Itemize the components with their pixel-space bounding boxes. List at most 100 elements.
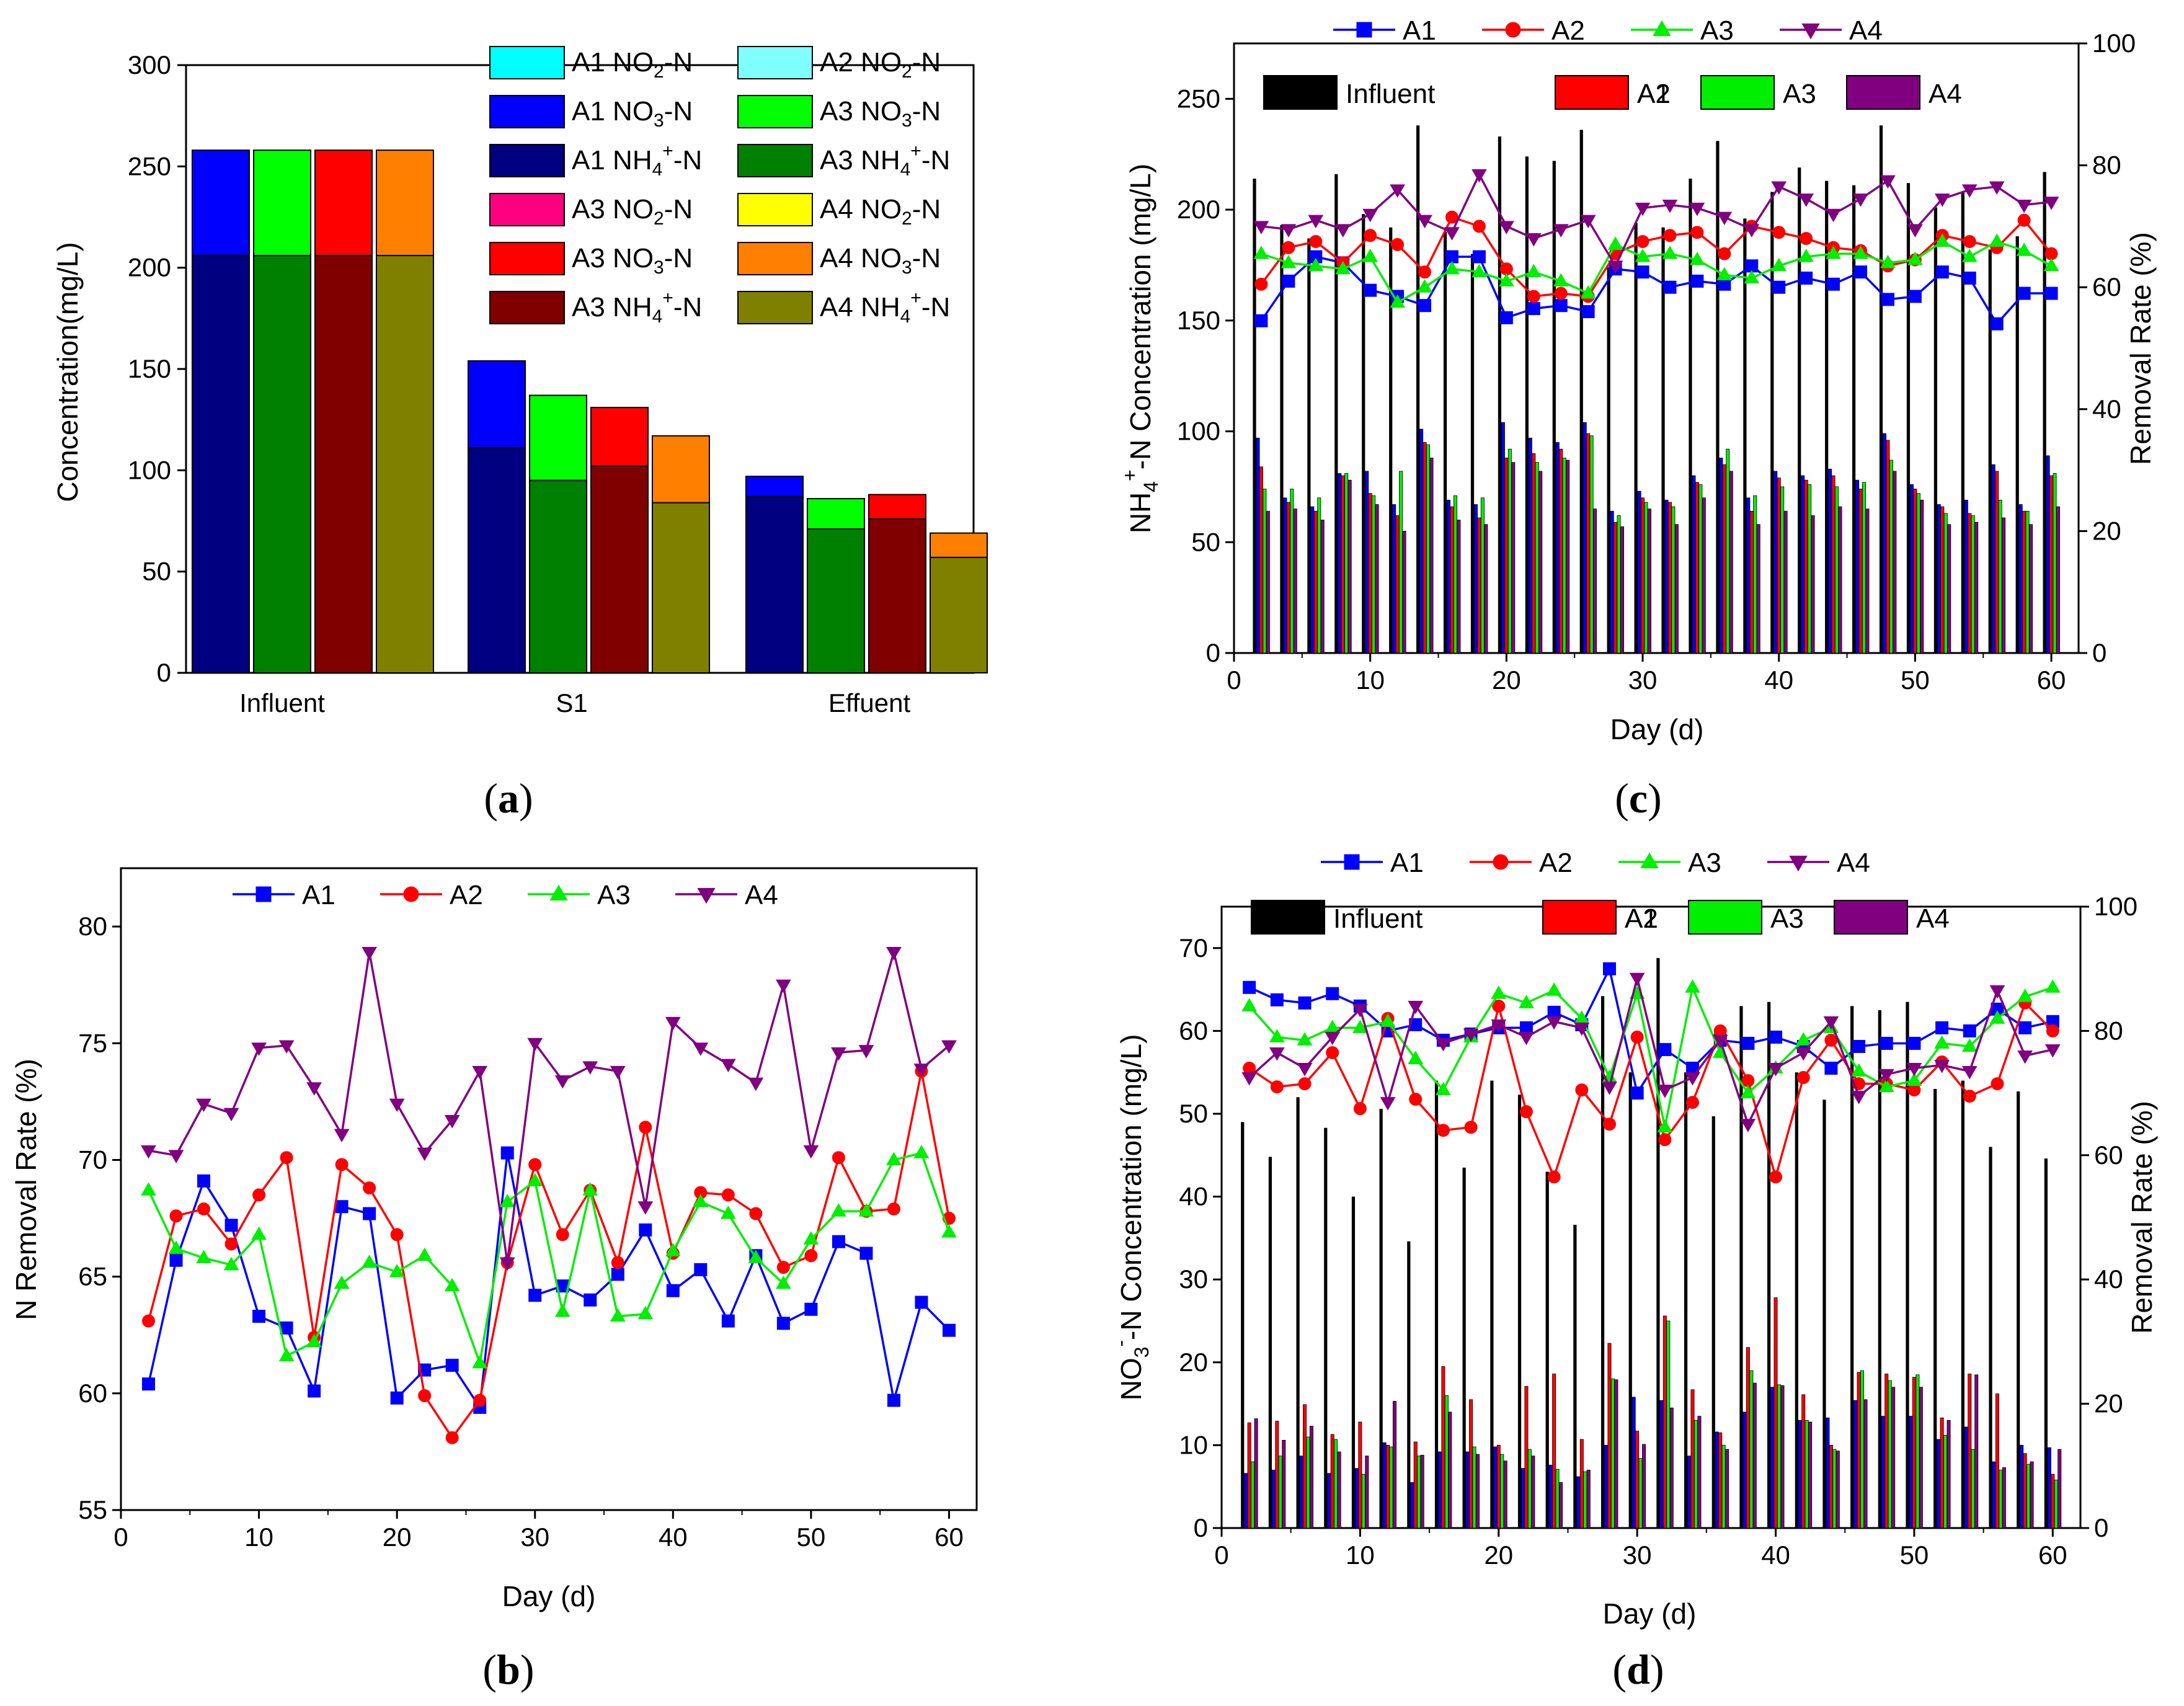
bar-A1 — [1909, 484, 1914, 654]
bar-A3 — [1777, 1384, 1782, 1529]
bar-Influent — [1416, 125, 1420, 653]
data-point-A3 — [610, 1308, 626, 1322]
bar-Influent — [1795, 1072, 1798, 1528]
legend-label: A4 — [1916, 904, 1950, 934]
series-line-A2 — [147, 1071, 951, 1440]
bar-A1 — [1299, 1455, 1303, 1529]
y-tick-label: 50 — [1179, 1099, 1208, 1128]
data-point-A1 — [1630, 1086, 1644, 1100]
legend-swatch — [489, 95, 565, 128]
bar-A3 — [1444, 1395, 1449, 1529]
bar-A1 — [1937, 1439, 1941, 1529]
data-point-A3 — [858, 1203, 874, 1217]
data-point-A3 — [1853, 246, 1868, 259]
data-point-A1 — [2018, 1021, 2032, 1034]
y-tick-label: 0 — [1206, 638, 1220, 667]
bar-A3 — [1589, 435, 1594, 654]
bar-A3 — [1916, 493, 1920, 654]
bar-Influent — [1324, 1127, 1328, 1528]
data-point-A4 — [389, 1098, 405, 1113]
bar-Influent — [1634, 223, 1638, 653]
bar-A3 — [1344, 473, 1349, 654]
bar-Influent — [1906, 183, 1911, 653]
bar-A2 — [1496, 1444, 1501, 1529]
data-point-A1 — [1772, 280, 1786, 294]
bar-A4 — [1974, 522, 1979, 654]
bar-A3 — [1417, 1455, 1421, 1529]
data-point-A3 — [1771, 257, 1787, 272]
bar-A4 — [1375, 504, 1379, 654]
legend-label: A1 — [1403, 16, 1436, 46]
data-point-A3 — [1795, 1032, 1811, 1046]
y-tick-label: 250 — [1177, 84, 1220, 113]
data-point-A4 — [278, 1040, 295, 1054]
bar-A4 — [1697, 1416, 1702, 1529]
bar-Influent — [1767, 1002, 1771, 1528]
series-line-A2 — [1248, 1001, 2054, 1181]
data-point-A1 — [666, 1284, 680, 1297]
bar-A1 — [1410, 1482, 1414, 1529]
legend-marker — [1505, 22, 1521, 38]
legend-label: A2 — [1551, 16, 1585, 46]
data-point-A1 — [1636, 265, 1649, 279]
y-right-tick-label: 60 — [2094, 1140, 2123, 1170]
x-tick-label: 0 — [1214, 1540, 1228, 1570]
data-point-A3 — [2044, 979, 2061, 993]
bar-A2 — [1341, 475, 1345, 654]
data-point-A1 — [1270, 993, 1284, 1006]
bar-Influent — [1573, 1225, 1577, 1528]
bar-A1 — [1338, 473, 1342, 654]
bar-A3 — [1862, 482, 1866, 654]
bar-Influent — [1351, 1196, 1356, 1528]
legend-swatch — [1688, 900, 1762, 935]
y-right-tick-label: 40 — [2094, 1264, 2123, 1294]
data-point-A1 — [1418, 299, 1432, 313]
bar-A1 — [1909, 1416, 1913, 1529]
bar-A4 — [1642, 1444, 1646, 1529]
legend-label: A3 NO3-N — [820, 96, 941, 131]
data-point-A1 — [1824, 1062, 1838, 1075]
legend-label: A3 NO3-N — [572, 243, 693, 278]
bar-Influent — [2015, 236, 2019, 653]
bar-nh4 — [468, 447, 526, 674]
bar-A1 — [1365, 471, 1369, 654]
data-point-A3 — [1961, 249, 1978, 262]
bar-A1 — [1742, 1411, 1747, 1529]
data-point-A4 — [1607, 260, 1623, 274]
legend-marker — [549, 884, 568, 901]
panel-label-a: (a) — [484, 775, 533, 822]
data-point-A1 — [252, 1310, 266, 1323]
bar-Influent — [1711, 1116, 1715, 1528]
data-point-A1 — [1990, 317, 2004, 331]
legend-swatch — [1555, 75, 1629, 110]
bar-A1 — [1548, 1465, 1553, 1529]
bar-A3 — [1943, 1434, 1948, 1529]
data-point-A3 — [417, 1247, 433, 1261]
data-point-A4 — [1907, 224, 1923, 238]
data-point-A3 — [2017, 989, 2033, 1002]
bar-A3 — [1644, 502, 1648, 654]
y-axis-label-a: Concentration(mg/L) — [51, 242, 84, 502]
x-category-label: S1 — [556, 688, 587, 717]
data-point-A2 — [1309, 234, 1323, 248]
data-point-A2 — [1326, 1046, 1339, 1059]
data-point-A2 — [1963, 234, 1976, 248]
data-point-A4 — [1491, 1019, 1507, 1033]
data-point-A2 — [1527, 290, 1540, 303]
data-point-A1 — [363, 1207, 376, 1220]
data-point-A4 — [1771, 181, 1787, 195]
data-point-A4 — [362, 946, 378, 961]
bar-Influent — [1552, 161, 1556, 653]
bar-A3 — [1860, 1370, 1865, 1529]
legend-marker — [1653, 20, 1671, 37]
data-point-A2 — [1690, 226, 1704, 239]
bar-A3 — [1638, 1458, 1643, 1529]
legend-label: A2 — [450, 880, 483, 910]
bar-A2 — [1749, 510, 1754, 654]
legend-swatch — [1263, 75, 1338, 110]
bar-Influent — [1253, 179, 1256, 654]
data-point-A4 — [1546, 1016, 1562, 1030]
x-tick-label: 30 — [1623, 1540, 1652, 1570]
bar-A2 — [1303, 1404, 1307, 1529]
legend-label: A4 NO2-N — [820, 194, 941, 229]
